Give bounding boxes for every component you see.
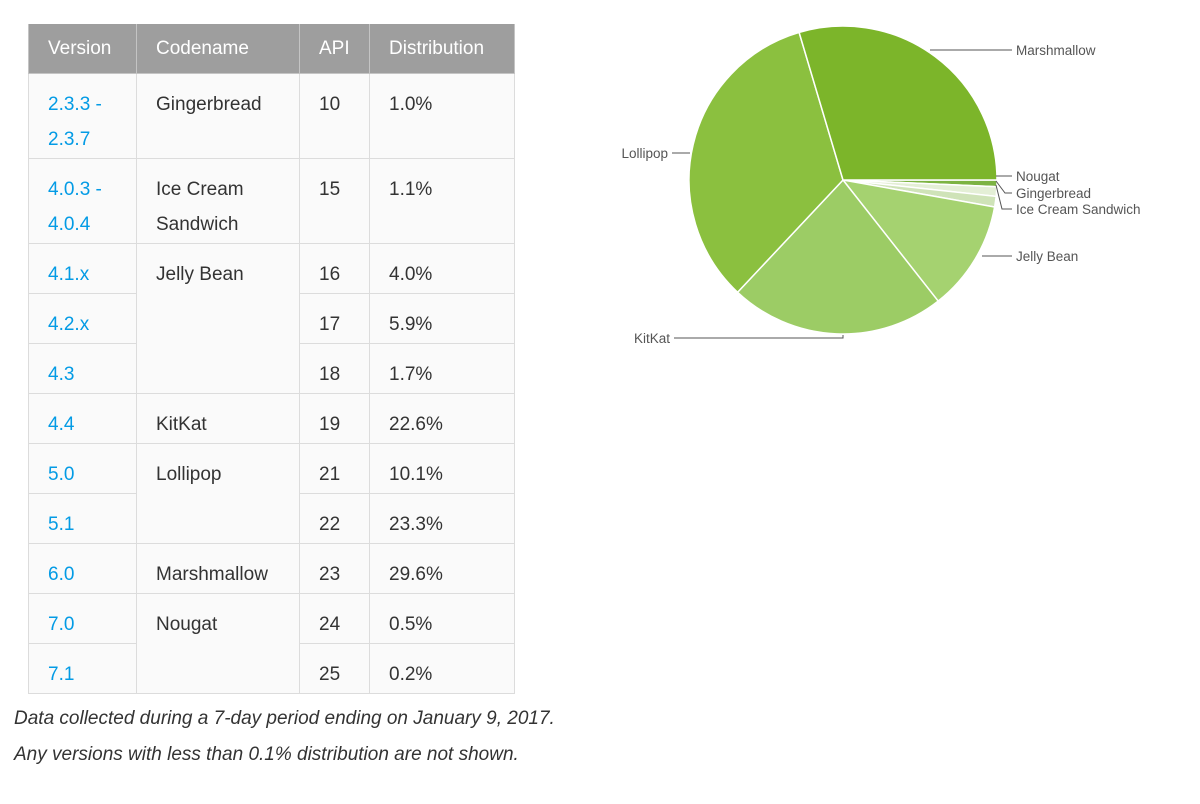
table-row: 5.1 22 23.3% [28, 493, 515, 544]
table-row: 4.2.x 17 5.9% [28, 293, 515, 344]
version-link[interactable]: 7.1 [28, 643, 137, 694]
api-level-cell: 24 [299, 593, 370, 644]
api-level-cell: 22 [299, 493, 370, 544]
leader-line [995, 180, 1012, 194]
col-header-codename: Codename [136, 24, 300, 74]
api-level-cell: 25 [299, 643, 370, 694]
caption-threshold-note: Any versions with less than 0.1% distrib… [14, 744, 519, 765]
version-link[interactable]: 7.0 [28, 593, 137, 644]
codename-text: Jelly Bean [156, 264, 244, 285]
version-link[interactable]: 4.2.x [28, 293, 137, 344]
distribution-cell: 10.1% [369, 443, 515, 494]
table-row: 7.0 Nougat 24 0.5% [28, 593, 515, 694]
pie-slice-lollipop [688, 31, 844, 294]
slice-label: Marshmallow [1016, 43, 1096, 58]
col-header-api: API [299, 24, 370, 74]
codename-cell: Nougat [136, 593, 300, 694]
distribution-cell: 0.5% [369, 593, 515, 644]
version-text[interactable]: 5.0 [48, 464, 75, 485]
version-text[interactable]: 7.1 [48, 664, 75, 685]
version-link[interactable]: 6.0 [28, 543, 137, 594]
pie-slices [688, 25, 998, 335]
version-link[interactable]: 4.0.3 - 4.0.4 [28, 158, 137, 244]
distribution-table: Version Codename API Distribution 2.3.3 … [28, 24, 515, 694]
version-text[interactable]: 4.4 [48, 414, 75, 435]
distribution-cell: 23.3% [369, 493, 515, 544]
codename-cell: Lollipop [136, 443, 300, 544]
codename-cell: Ice Cream Sandwich [136, 158, 300, 244]
col-header-distribution: Distribution [369, 24, 515, 74]
version-link[interactable]: 5.1 [28, 493, 137, 544]
codename-cell: Gingerbread [136, 73, 300, 159]
slice-label: Jelly Bean [1016, 249, 1078, 264]
version-link[interactable]: 2.3.3 - 2.3.7 [28, 73, 137, 159]
distribution-cell: 5.9% [369, 293, 515, 344]
codename-text: Nougat [156, 614, 218, 635]
distribution-cell: 1.1% [369, 158, 515, 244]
col-header-version: Version [28, 24, 137, 74]
codename-cell: KitKat [136, 393, 300, 444]
api-level-cell: 23 [299, 543, 370, 594]
distribution-cell: 22.6% [369, 393, 515, 444]
api-level-cell: 18 [299, 343, 370, 394]
codename-text: Marshmallow [156, 564, 268, 585]
codename-cell: Marshmallow [136, 543, 300, 594]
api-level-cell: 10 [299, 73, 370, 159]
api-level-cell: 15 [299, 158, 370, 244]
table-row: 2.3.3 - 2.3.7 Gingerbread 10 1.0% [28, 73, 515, 159]
codename-text: Ice Cream [156, 179, 244, 200]
distribution-cell: 1.0% [369, 73, 515, 159]
version-link[interactable]: 4.1.x [28, 243, 137, 294]
version-link[interactable]: 5.0 [28, 443, 137, 494]
table-header-row: Version Codename API Distribution [28, 24, 515, 74]
api-level-cell: 19 [299, 393, 370, 444]
distribution-cell: 29.6% [369, 543, 515, 594]
pie-slice-kitkat [736, 178, 940, 335]
table-row: 4.4 KitKat 19 22.6% [28, 393, 515, 444]
api-level-cell: 16 [299, 243, 370, 294]
table-row: 6.0 Marshmallow 23 29.6% [28, 543, 515, 594]
version-text[interactable]: 7.0 [48, 614, 75, 635]
table-row: 4.3 18 1.7% [28, 343, 515, 394]
table-row: 5.0 Lollipop 21 10.1% [28, 443, 515, 544]
version-text[interactable]: 4.3 [48, 364, 75, 385]
version-text[interactable]: 2.3.3 - [48, 94, 102, 115]
pie-slice-jelly-bean [841, 178, 996, 303]
codename-text: KitKat [156, 414, 207, 435]
version-text[interactable]: 4.0.4 [48, 214, 91, 235]
api-level-cell: 21 [299, 443, 370, 494]
slice-label: Gingerbread [1016, 186, 1091, 201]
slice-label: Ice Cream Sandwich [1016, 202, 1141, 217]
table-row: 7.1 25 0.2% [28, 643, 515, 694]
table-body: 2.3.3 -2.3.7 Gingerbread 10 1.0% 4.0.3 -4.0.… [28, 73, 515, 694]
version-text[interactable]: 4.2.x [48, 314, 90, 335]
version-text[interactable]: 6.0 [48, 564, 75, 585]
codename-text: Sandwich [156, 214, 239, 235]
slice-label: Lollipop [621, 146, 668, 161]
caption-data-period: Data collected during a 7-day period end… [14, 708, 555, 729]
version-link[interactable]: 4.4 [28, 393, 137, 444]
table-row: 4.0.3 - 4.0.4 Ice Cream Sandwich 15 1.1% [28, 158, 515, 244]
codename-text: Lollipop [156, 464, 222, 485]
version-text[interactable]: 4.1.x [48, 264, 90, 285]
slice-label: KitKat [634, 331, 670, 346]
api-level-cell: 17 [299, 293, 370, 344]
version-text[interactable]: 5.1 [48, 514, 75, 535]
distribution-cell: 1.7% [369, 343, 515, 394]
codename-text: Gingerbread [156, 94, 262, 115]
leader-line [674, 335, 844, 339]
version-text[interactable]: 4.0.3 - [48, 179, 102, 200]
slice-label: Nougat [1016, 169, 1060, 184]
leader-line [995, 184, 1012, 210]
pie-slice-marshmallow [798, 25, 998, 181]
distribution-cell: 4.0% [369, 243, 515, 294]
distribution-cell: 0.2% [369, 643, 515, 694]
table-row: 4.1.x Jelly Bean 16 4.0% [28, 243, 515, 394]
version-link[interactable]: 4.3 [28, 343, 137, 394]
version-text[interactable]: 2.3.7 [48, 129, 91, 150]
codename-cell: Jelly Bean [136, 243, 300, 394]
